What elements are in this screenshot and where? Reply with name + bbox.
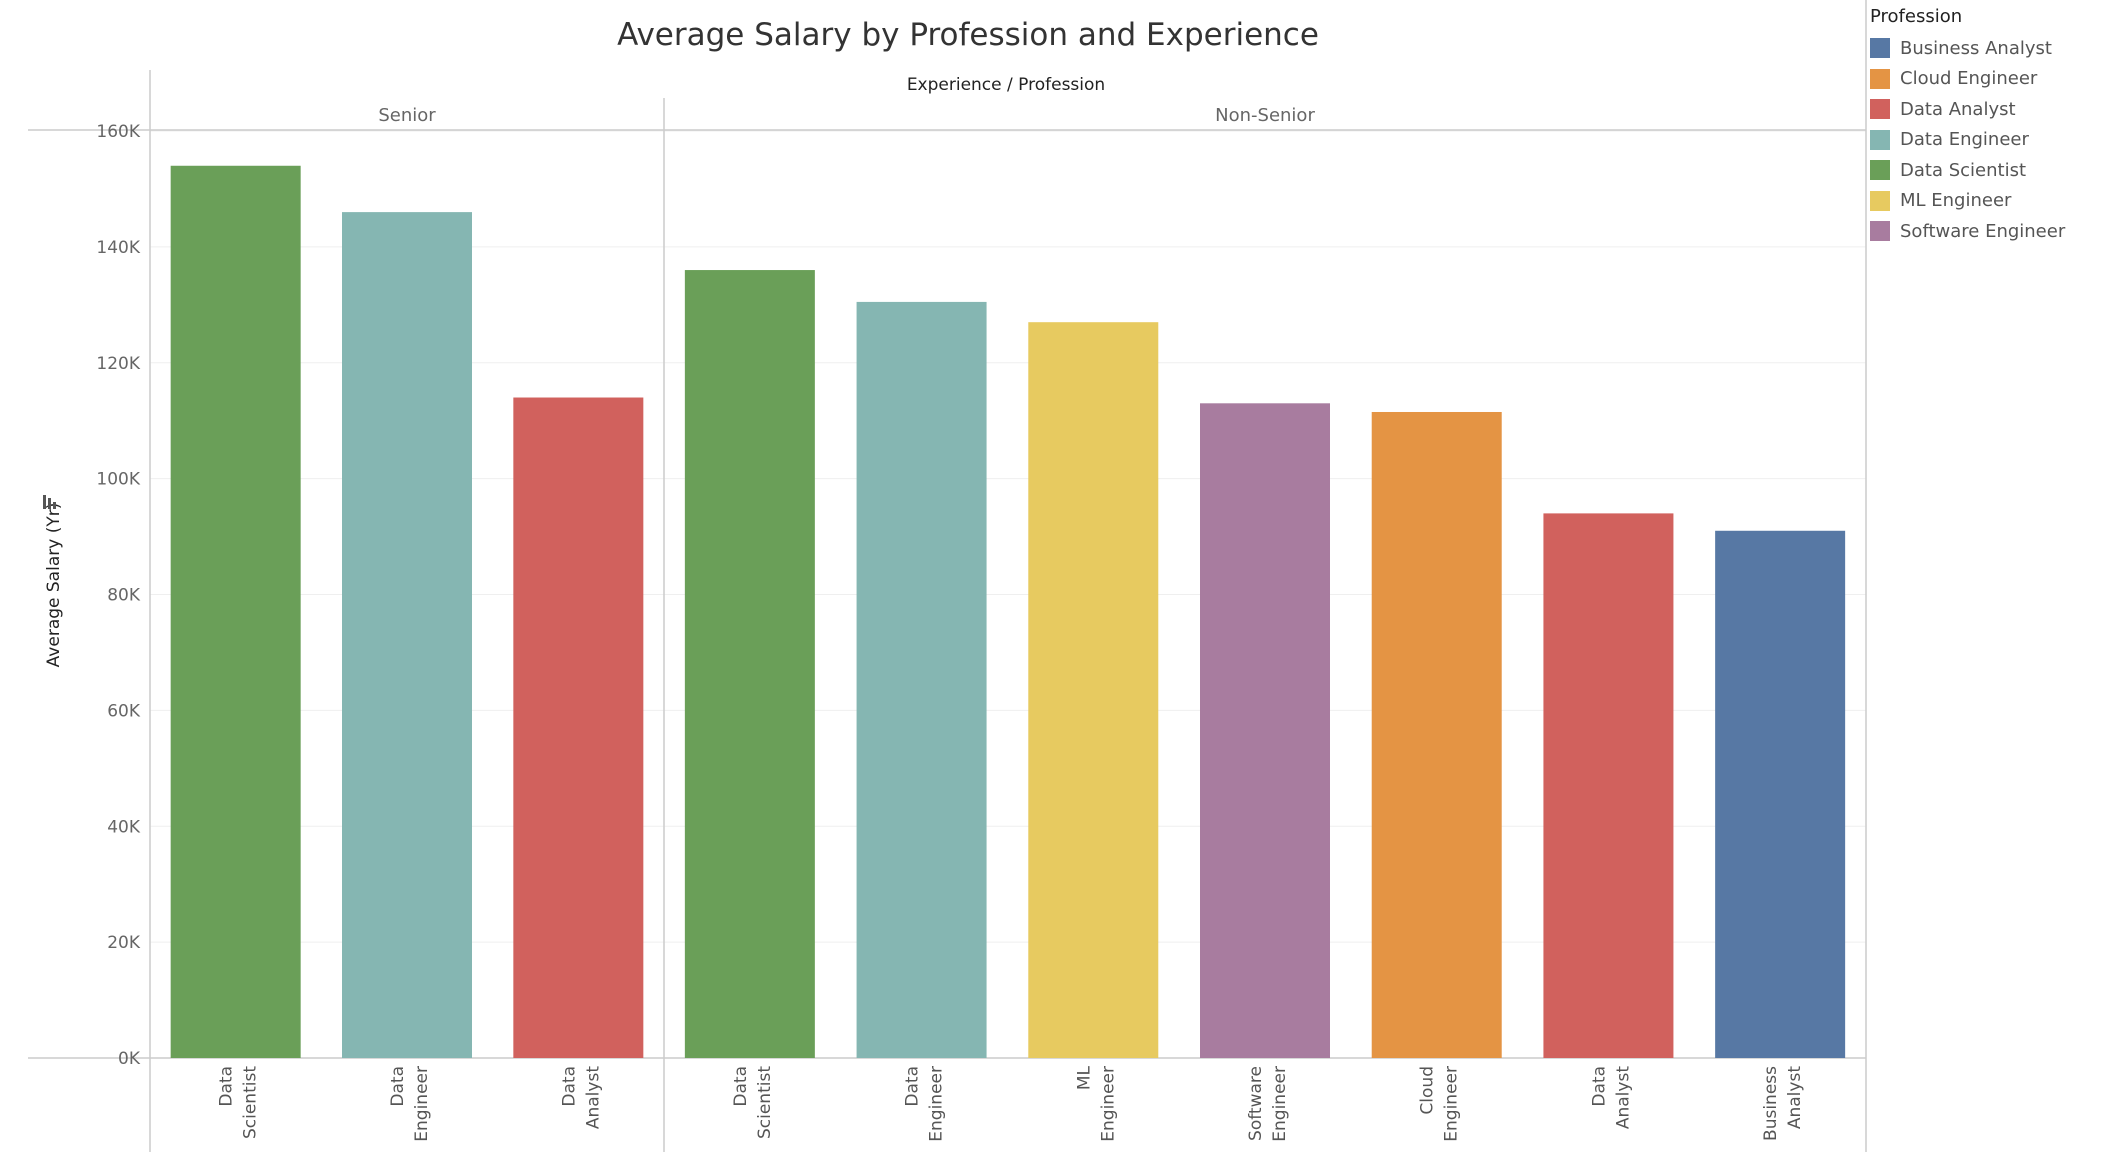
y-tick-label: 60K bbox=[107, 701, 141, 721]
y-tick-label: 40K bbox=[107, 817, 141, 837]
category-label: Data Analyst bbox=[1589, 1066, 1633, 1129]
y-tick-label: 100K bbox=[96, 470, 140, 490]
legend-label: Data Scientist bbox=[1900, 159, 2026, 181]
bar-business-analyst[interactable] bbox=[1715, 530, 1846, 1058]
legend-label: Data Engineer bbox=[1900, 129, 2029, 151]
legend-swatch bbox=[1870, 129, 1890, 150]
sort-icon[interactable] bbox=[43, 495, 56, 509]
legend-swatch bbox=[1870, 190, 1890, 211]
legend-item[interactable]: Cloud Engineer bbox=[1870, 64, 2120, 95]
category-label: Data Scientist bbox=[731, 1066, 775, 1139]
legend-swatch bbox=[1870, 221, 1890, 242]
legend-label: Business Analyst bbox=[1900, 37, 2052, 59]
column-header: Experience / Profession bbox=[907, 75, 1105, 95]
category-label: Cloud Engineer bbox=[1418, 1066, 1462, 1142]
category-label: Data Engineer bbox=[388, 1066, 432, 1142]
bar-data-engineer[interactable] bbox=[342, 212, 472, 1059]
bar-software-engineer[interactable] bbox=[1200, 403, 1330, 1058]
legend-title: Profession bbox=[1870, 6, 1963, 27]
legend-label: Cloud Engineer bbox=[1900, 68, 2038, 90]
bar-cloud-engineer[interactable] bbox=[1371, 411, 1502, 1058]
bar-ml-engineer[interactable] bbox=[1028, 322, 1159, 1059]
legend-item[interactable]: Data Analyst bbox=[1870, 94, 2120, 125]
legend-swatch bbox=[1870, 38, 1890, 59]
legend-label: Software Engineer bbox=[1900, 220, 2066, 242]
y-tick-label: 80K bbox=[107, 586, 141, 606]
legend-item[interactable]: Data Engineer bbox=[1870, 125, 2120, 156]
category-label: Software Engineer bbox=[1246, 1066, 1290, 1142]
category-label: Data Analyst bbox=[559, 1066, 603, 1129]
legend-item[interactable]: Data Scientist bbox=[1870, 155, 2120, 186]
category-label: Data Scientist bbox=[217, 1066, 261, 1139]
chart-title: Average Salary by Profession and Experie… bbox=[617, 17, 1319, 53]
legend-item[interactable]: Software Engineer bbox=[1870, 216, 2120, 247]
y-tick-label: 0K bbox=[118, 1049, 141, 1069]
y-tick-label: 160K bbox=[96, 122, 140, 142]
y-tick-label: 120K bbox=[96, 354, 140, 374]
panel-label-senior: Senior bbox=[378, 105, 436, 126]
legend-label: ML Engineer bbox=[1900, 190, 2012, 212]
legend-swatch bbox=[1870, 99, 1890, 120]
bar-data-analyst[interactable] bbox=[513, 397, 644, 1058]
panel-label-non-senior: Non-Senior bbox=[1215, 105, 1315, 126]
y-tick-label: 140K bbox=[96, 238, 140, 258]
y-tick-label: 20K bbox=[107, 933, 141, 953]
legend-item[interactable]: ML Engineer bbox=[1870, 186, 2120, 217]
category-label: Data Engineer bbox=[903, 1066, 947, 1142]
legend-label: Data Analyst bbox=[1900, 98, 2016, 120]
legend-swatch bbox=[1870, 160, 1890, 181]
legend-swatch bbox=[1870, 68, 1890, 89]
y-axis-label: Average Salary (Yr) bbox=[44, 503, 64, 668]
bar-data-scientist[interactable] bbox=[170, 165, 301, 1058]
bar-data-scientist[interactable] bbox=[684, 270, 815, 1058]
category-label: ML Engineer bbox=[1074, 1065, 1118, 1141]
bar-data-analyst[interactable] bbox=[1543, 513, 1674, 1058]
bar-data-engineer[interactable] bbox=[856, 301, 987, 1058]
legend: Profession Business Analyst Cloud Enginee… bbox=[1870, 6, 2120, 247]
legend-item[interactable]: Business Analyst bbox=[1870, 33, 2120, 64]
category-label: Business Analyst bbox=[1761, 1066, 1805, 1141]
